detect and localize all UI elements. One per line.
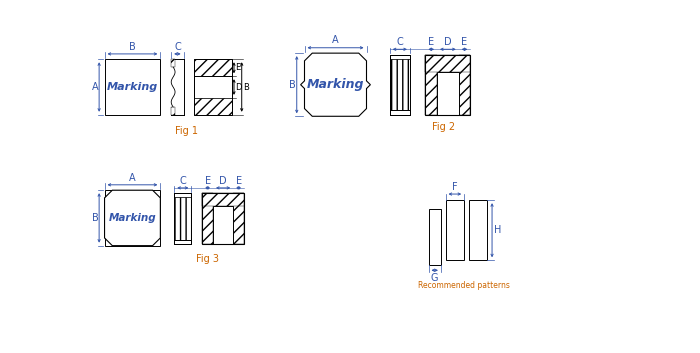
Bar: [458, 55, 470, 115]
Text: Fig 2: Fig 2: [433, 122, 456, 132]
Text: B: B: [129, 42, 136, 52]
Bar: [172, 59, 175, 67]
Text: D: D: [235, 83, 242, 91]
Bar: [174, 193, 191, 197]
Bar: [426, 55, 437, 115]
Text: Marking: Marking: [108, 213, 156, 223]
Text: E: E: [204, 175, 211, 186]
Text: D: D: [444, 37, 452, 47]
Bar: [428, 209, 441, 265]
Bar: [195, 59, 232, 76]
Bar: [390, 110, 410, 115]
Text: Fig 1: Fig 1: [175, 126, 198, 136]
Bar: [202, 193, 244, 205]
Text: Marking: Marking: [307, 78, 364, 91]
Bar: [202, 193, 213, 244]
Text: C: C: [396, 37, 403, 47]
Bar: [195, 98, 232, 115]
Bar: [426, 55, 470, 72]
Bar: [174, 193, 191, 244]
Bar: [426, 55, 470, 115]
Text: C: C: [179, 175, 186, 186]
Text: B: B: [244, 83, 249, 91]
Text: B: B: [289, 80, 296, 90]
Bar: [172, 107, 175, 115]
Text: Marking: Marking: [107, 82, 158, 92]
Text: A: A: [129, 173, 136, 183]
Bar: [195, 59, 232, 115]
Bar: [104, 190, 160, 246]
Polygon shape: [300, 53, 370, 116]
Bar: [104, 59, 160, 115]
Bar: [390, 59, 410, 110]
Text: F: F: [452, 182, 458, 192]
Text: C: C: [174, 42, 181, 52]
Text: E: E: [236, 175, 241, 186]
Text: Fig 3: Fig 3: [196, 254, 219, 264]
Bar: [437, 72, 459, 115]
Text: Recommended patterns: Recommended patterns: [418, 281, 510, 290]
Bar: [390, 55, 410, 59]
Text: E: E: [428, 37, 434, 47]
Bar: [202, 193, 244, 244]
Text: H: H: [494, 225, 502, 235]
Text: E: E: [235, 63, 241, 72]
Bar: [469, 200, 487, 260]
Text: E: E: [461, 37, 468, 47]
Text: A: A: [92, 82, 98, 92]
Text: A: A: [332, 35, 339, 46]
Bar: [446, 200, 464, 260]
Bar: [390, 55, 410, 115]
Bar: [195, 76, 232, 98]
Bar: [174, 240, 191, 244]
Bar: [174, 197, 191, 240]
Text: D: D: [219, 175, 227, 186]
Polygon shape: [104, 190, 160, 246]
Bar: [213, 205, 233, 244]
Text: B: B: [92, 213, 98, 223]
Text: G: G: [431, 273, 438, 283]
Bar: [233, 193, 244, 244]
